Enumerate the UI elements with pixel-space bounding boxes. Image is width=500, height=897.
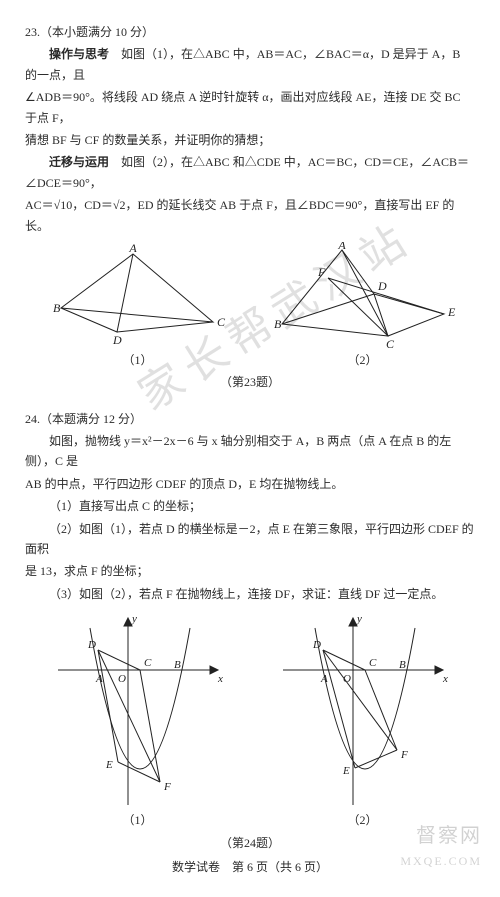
- q24-header: 24.（本题满分 12 分）: [25, 409, 475, 429]
- svg-text:F: F: [163, 781, 171, 793]
- q24-fig2-label: （2）: [273, 810, 453, 830]
- svg-text:O: O: [343, 673, 351, 685]
- svg-text:A: A: [95, 673, 103, 685]
- svg-text:D: D: [112, 333, 122, 347]
- q24-fig2-svg: y x O A B C D E F: [273, 610, 453, 810]
- q23-fig1-label: （1）: [43, 350, 233, 370]
- q24-fig2-cell: y x O A B C D E F （2）: [273, 610, 453, 830]
- svg-text:B: B: [399, 659, 406, 671]
- q24-item2b: 是 13，求点 F 的坐标；: [25, 561, 475, 581]
- q23-figure-row: A B C D （1） A B C D E F: [25, 242, 475, 370]
- q24-item1: （1）直接写出点 C 的坐标；: [25, 496, 475, 516]
- svg-text:E: E: [447, 305, 456, 319]
- q24-caption: （第24题）: [25, 833, 475, 853]
- svg-text:B: B: [53, 301, 61, 315]
- q24-line1b: AB 的中点，平行四边形 CDEF 的顶点 D，E 均在抛物线上。: [25, 474, 475, 494]
- q23-line3: 猜想 BF 与 CF 的数量关系，并证明你的猜想；: [25, 130, 475, 150]
- q23-header: 23.（本小题满分 10 分）: [25, 22, 475, 42]
- q23-line2: ∠ADB＝90°。将线段 AD 绕点 A 逆时针旋转 α，画出对应线段 AE，连…: [25, 87, 475, 128]
- q24-fig1-label: （1）: [48, 810, 228, 830]
- q23-bold2: 迁移与运用: [49, 155, 109, 169]
- svg-text:x: x: [442, 673, 448, 685]
- q24-line1: 如图，抛物线 y＝x²－2x－6 与 x 轴分别相交于 A，B 两点（点 A 在…: [25, 431, 475, 472]
- q23-line4: 迁移与运用 如图（2），在△ABC 和△CDE 中，AC＝BC，CD＝CE，∠A…: [25, 152, 475, 193]
- svg-text:C: C: [386, 337, 395, 350]
- svg-text:y: y: [356, 613, 362, 625]
- svg-text:A: A: [128, 242, 137, 255]
- svg-text:B: B: [174, 659, 181, 671]
- svg-text:C: C: [217, 315, 226, 329]
- svg-text:O: O: [118, 673, 126, 685]
- page-footer: 数学试卷 第 6 页（共 6 页）: [25, 857, 475, 877]
- svg-text:D: D: [377, 279, 387, 293]
- q23-fig2-svg: A B C D E F: [268, 242, 458, 350]
- q24-item2a: （2）如图（1），若点 D 的横坐标是－2，点 E 在第三象限，平行四边形 CD…: [25, 519, 475, 560]
- svg-text:A: A: [320, 673, 328, 685]
- q23-bold1: 操作与思考: [49, 47, 109, 61]
- svg-text:F: F: [317, 265, 326, 279]
- q23-fig2-label: （2）: [268, 350, 458, 370]
- svg-text:x: x: [217, 673, 223, 685]
- q24-item3: （3）如图（2），若点 F 在抛物线上，连接 DF，求证：直线 DF 过一定点。: [25, 584, 475, 604]
- svg-text:B: B: [274, 317, 282, 331]
- q23-line5: AC＝√10，CD＝√2，ED 的延长线交 AB 于点 F，且∠BDC＝90°，…: [25, 195, 475, 236]
- svg-text:y: y: [131, 613, 137, 625]
- svg-text:A: A: [337, 242, 346, 252]
- q24-fig1-svg: y x O A B C D E F: [48, 610, 228, 810]
- svg-text:E: E: [342, 765, 350, 777]
- svg-text:E: E: [105, 759, 113, 771]
- q23-fig2-cell: A B C D E F （2）: [268, 242, 458, 370]
- q23-line1: 操作与思考 如图（1），在△ABC 中，AB＝AC，∠BAC＝α，D 是异于 A…: [25, 44, 475, 85]
- svg-text:D: D: [312, 639, 321, 651]
- q24-figure-row: y x O A B C D E F （1）: [25, 610, 475, 830]
- q23-caption: （第23题）: [25, 372, 475, 392]
- svg-text:C: C: [369, 657, 377, 669]
- svg-text:F: F: [400, 749, 408, 761]
- svg-text:D: D: [87, 639, 96, 651]
- q23-fig1-cell: A B C D （1）: [43, 242, 233, 370]
- q23-fig1-svg: A B C D: [43, 242, 233, 350]
- q24-fig1-cell: y x O A B C D E F （1）: [48, 610, 228, 830]
- svg-text:C: C: [144, 657, 152, 669]
